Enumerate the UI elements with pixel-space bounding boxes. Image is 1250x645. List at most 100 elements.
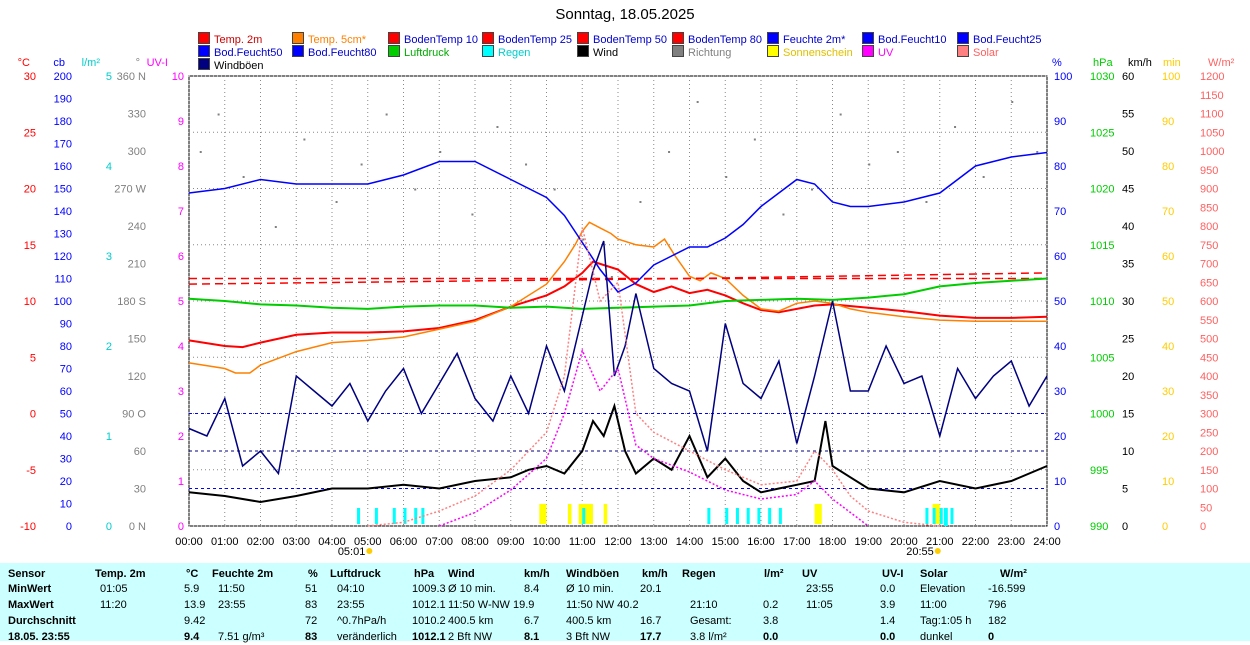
legend-label: Regen bbox=[498, 47, 531, 59]
direction-point bbox=[439, 151, 442, 153]
legend-swatch bbox=[388, 32, 400, 44]
axis-tick-wind: 15 bbox=[1122, 409, 1134, 421]
rain-mark bbox=[939, 508, 943, 524]
legend-label: Bod.Feucht80 bbox=[308, 47, 377, 59]
axis-tick-temp: -10 bbox=[20, 521, 36, 533]
legend-label: Sonnenschein bbox=[783, 47, 853, 59]
axis-tick-solar: 1000 bbox=[1200, 146, 1224, 158]
axis-unit-press: hPa bbox=[1093, 57, 1113, 69]
axis-tick-hum: 80 bbox=[1054, 161, 1066, 173]
axis-tick-rain: 5 bbox=[106, 71, 112, 83]
axis-tick-hum: 40 bbox=[1054, 341, 1066, 353]
axis-tick-press: 1030 bbox=[1090, 71, 1114, 83]
direction-point bbox=[582, 238, 585, 241]
axis-tick-hum: 0 bbox=[1054, 521, 1060, 533]
direction-point bbox=[199, 151, 202, 153]
axis-tick-wind: 55 bbox=[1122, 109, 1134, 121]
axis-tick-dir: 60 bbox=[134, 446, 146, 458]
stats-cell: 83 bbox=[305, 631, 318, 643]
time-tick-label: 14:00 bbox=[676, 536, 704, 548]
direction-point bbox=[668, 151, 671, 153]
axis-unit-solar: W/m² bbox=[1208, 57, 1235, 69]
stats-cell: Ø 10 min. bbox=[448, 583, 496, 595]
axis-tick-solar: 100 bbox=[1200, 484, 1218, 496]
axis-tick-uv: 0 bbox=[178, 521, 184, 533]
axis-tick-hum: 50 bbox=[1054, 296, 1066, 308]
time-tick-label: 11:00 bbox=[569, 536, 596, 548]
legend-swatch bbox=[862, 45, 874, 57]
axis-tick-cb: 70 bbox=[60, 364, 72, 376]
stats-cell: 182 bbox=[988, 615, 1007, 627]
legend-swatch bbox=[198, 45, 210, 57]
stats-cell: Gesamt: bbox=[690, 615, 732, 627]
axis-tick-hum: 30 bbox=[1054, 386, 1066, 398]
legend-item: BodenTemp 50 bbox=[577, 32, 667, 47]
legend-swatch bbox=[388, 45, 400, 57]
direction-point bbox=[242, 176, 245, 178]
stats-cell: 400.5 km bbox=[566, 615, 612, 627]
rain-mark bbox=[746, 508, 750, 524]
axis-tick-cb: 90 bbox=[60, 319, 72, 331]
series-line-temp-2m bbox=[188, 260, 1048, 349]
axis-unit-rain: l/m² bbox=[82, 57, 101, 69]
axis-tick-solar: 700 bbox=[1200, 259, 1218, 271]
axis-tick-dir: 120 bbox=[128, 371, 146, 383]
time-tick-label: 19:00 bbox=[854, 536, 882, 548]
legend-label: Bod.Feucht25 bbox=[973, 34, 1042, 46]
time-tick-label: 02:00 bbox=[247, 536, 275, 548]
chart-title: Sonntag, 18.05.2025 bbox=[555, 6, 695, 23]
legend-item: Solar bbox=[957, 45, 999, 60]
axis-tick-wind: 0 bbox=[1122, 521, 1128, 533]
time-tick-label: 06:00 bbox=[390, 536, 418, 548]
stats-header: Sensor bbox=[8, 568, 46, 580]
axis-tick-press: 1000 bbox=[1090, 409, 1114, 421]
time-tick-label: 24:00 bbox=[1033, 536, 1061, 548]
axis-tick-temp: 20 bbox=[24, 184, 36, 196]
axis-tick-uv: 7 bbox=[178, 206, 184, 218]
axis-tick-sun: 50 bbox=[1162, 296, 1174, 308]
time-tick-label: 08:00 bbox=[461, 536, 489, 548]
axis-tick-dir: 210 bbox=[128, 259, 146, 271]
series-line-luftdruck bbox=[188, 277, 1048, 310]
rain-mark bbox=[374, 508, 378, 524]
axis-tick-wind: 50 bbox=[1122, 146, 1134, 158]
stats-cell: 5.9 bbox=[184, 583, 200, 595]
axis-unit-temp: °C bbox=[18, 57, 30, 69]
legend-item: BodenTemp 80 bbox=[672, 32, 762, 47]
stats-cell: 23:55 bbox=[806, 583, 834, 595]
stats-cell: dunkel bbox=[920, 631, 953, 643]
stats-header: Regen bbox=[682, 568, 716, 580]
weather-chart: °C cb l/m² ° UV-I% hPa km/h min W/m²302520151050… bbox=[18, 57, 1235, 558]
axis-tick-solar: 1050 bbox=[1200, 127, 1224, 139]
legend-swatch bbox=[292, 45, 304, 57]
axis-tick-solar: 900 bbox=[1200, 184, 1218, 196]
time-tick-label: 17:00 bbox=[783, 536, 811, 548]
axis-tick-uv: 1 bbox=[178, 476, 184, 488]
axis-tick-solar: 950 bbox=[1200, 165, 1218, 177]
rain-mark bbox=[357, 508, 361, 524]
direction-point bbox=[385, 113, 388, 116]
axis-tick-sun: 100 bbox=[1162, 71, 1180, 83]
stats-cell: 1010.2 bbox=[412, 615, 446, 627]
axis-tick-temp: 5 bbox=[30, 352, 36, 364]
legend-label: UV bbox=[878, 47, 894, 59]
direction-point bbox=[868, 163, 871, 166]
direction-point bbox=[217, 113, 220, 116]
axis-tick-rain: 1 bbox=[106, 431, 112, 443]
legend-item: Bod.Feucht10 bbox=[862, 32, 947, 47]
axis-tick-wind: 35 bbox=[1122, 259, 1134, 271]
axis-tick-temp: 0 bbox=[30, 409, 36, 421]
stats-cell: 11:50 W-NW 19.9 bbox=[448, 599, 535, 611]
stats-cell: 3 Bft NW bbox=[566, 631, 611, 643]
stats-cell: 04:10 bbox=[337, 583, 365, 595]
axis-tick-cb: 50 bbox=[60, 409, 72, 421]
axis-tick-sun: 10 bbox=[1162, 476, 1174, 488]
rain-mark bbox=[582, 508, 586, 524]
legend-item: Bod.Feucht80 bbox=[292, 45, 377, 60]
axis-tick-cb: 110 bbox=[54, 274, 72, 286]
axis-tick-dir: 330 bbox=[128, 109, 146, 121]
legend-label: Windböen bbox=[214, 60, 264, 72]
direction-point bbox=[954, 126, 957, 128]
legend-item: Bod.Feucht50 bbox=[198, 45, 283, 60]
time-tick-label: 13:00 bbox=[640, 536, 668, 548]
